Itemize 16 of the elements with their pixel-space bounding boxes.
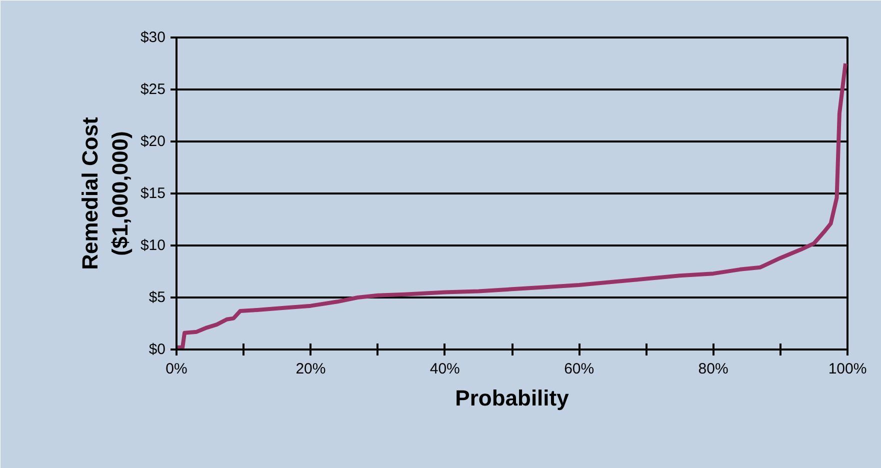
x-tick-label: 40% <box>430 360 460 378</box>
x-axis-title: Probability <box>455 386 570 410</box>
y-tick-label: $20 <box>140 133 166 150</box>
y-tick-label: $15 <box>140 185 166 202</box>
y-axis-title: Remedial Cost ($1,000,000) <box>77 116 132 270</box>
y-tick-label: $30 <box>140 29 166 46</box>
y-tick-label: $10 <box>140 237 166 254</box>
x-tick-label: 60% <box>564 360 594 378</box>
x-tick-label: 20% <box>296 360 326 378</box>
y-tick-label: $5 <box>148 289 166 306</box>
y-tick-label: $25 <box>140 81 166 98</box>
x-tick-label: 100% <box>828 360 867 378</box>
x-tick-label: 0% <box>166 360 188 378</box>
y-tick-label: $0 <box>148 341 166 358</box>
x-tick-label: 80% <box>698 360 728 378</box>
line-series <box>176 62 848 350</box>
